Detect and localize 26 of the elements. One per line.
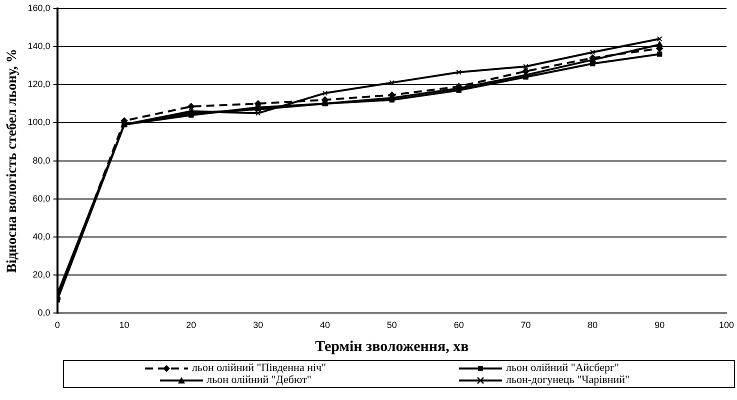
y-tick-label: 60,0 — [32, 193, 50, 204]
x-tick-label: 60 — [454, 320, 464, 330]
x-tick-label: 0 — [54, 320, 60, 330]
x-tick-label: 70 — [520, 320, 531, 330]
x-tick-label: 90 — [654, 320, 665, 330]
x-axis-title: Термін зволоження, хв — [315, 338, 469, 355]
y-tick-label: 20,0 — [32, 270, 50, 280]
y-tick-label: 40,0 — [32, 231, 50, 242]
legend-label: льон олійний "Дебют" — [206, 374, 312, 386]
x-tick-label: 50 — [386, 320, 397, 330]
legend-label: льон-догунець "Чарівний" — [506, 374, 630, 386]
legend-label: льон олійний "Айсберг" — [506, 362, 620, 374]
y-axis-title: Відносна вологість стебел льону, % — [5, 48, 20, 273]
y-tick-label: 120,0 — [28, 79, 50, 90]
y-tick-label: 160,0 — [28, 2, 50, 13]
x-tick-label: 30 — [253, 320, 264, 330]
y-tick-label: 140,0 — [28, 40, 50, 51]
x-tick-label: 40 — [320, 320, 330, 330]
x-tick-label: 80 — [588, 320, 598, 330]
x-tick-label: 10 — [119, 320, 130, 330]
y-tick-label: 80,0 — [32, 155, 50, 166]
y-tick-label: 100,0 — [28, 117, 50, 128]
legend-label: льон олійний "Південна ніч" — [192, 362, 326, 374]
x-tick-label: 100 — [718, 320, 734, 330]
y-tick-label: 0,0 — [38, 308, 50, 318]
x-tick-label: 20 — [186, 320, 196, 330]
